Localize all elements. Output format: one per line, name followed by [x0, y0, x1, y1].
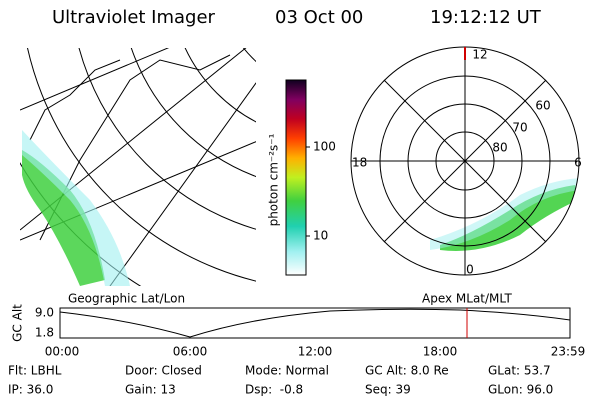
polar-plot: 12 18 6 0 60 70 80	[350, 46, 582, 277]
title: Ultraviolet Imager	[52, 7, 216, 28]
mlt-label: 12	[472, 48, 487, 62]
mlat-label: 60	[535, 99, 550, 113]
date: 03 Oct 00	[275, 7, 363, 28]
time-tick: 18:00	[423, 345, 458, 359]
map-label: Geographic Lat/Lon	[68, 292, 185, 306]
map	[20, 48, 256, 286]
info: Gain: 13	[125, 383, 176, 397]
time: 19:12:12 UT	[430, 7, 542, 28]
mlt-label: 18	[352, 156, 367, 170]
time-tick: 00:00	[45, 345, 80, 359]
mlt-label: 6	[574, 156, 582, 170]
time-tick: 06:00	[173, 345, 208, 359]
colorbar	[285, 79, 307, 276]
colorbar-tick: 10	[313, 229, 328, 243]
colorbar-tick: 100	[313, 140, 336, 154]
info: GLon: 96.0	[488, 383, 553, 397]
altitude-strip: GC Alt 9.0 1.8 00:00 06:00 12:00 18:00 2…	[11, 304, 586, 359]
time-tick: 12:00	[298, 345, 333, 359]
info: GC Alt: 8.0 Re	[365, 364, 449, 378]
mlt-label: 0	[466, 263, 474, 277]
footer: Flt: LBHL Door: Closed Mode: Normal GC A…	[8, 364, 553, 397]
mlat-label: 70	[512, 121, 527, 135]
info: Door: Closed	[125, 364, 202, 378]
mlat-label: 80	[492, 141, 507, 155]
info: IP: 36.0	[8, 383, 53, 397]
alt-tick: 9.0	[35, 306, 54, 320]
info: GLat: 53.7	[488, 364, 551, 378]
alt-axis-label: GC Alt	[11, 304, 25, 342]
info: Dsp: -0.8	[245, 383, 303, 397]
alt-tick: 1.8	[35, 326, 54, 340]
info: Mode: Normal	[245, 364, 329, 378]
info: Seq: 39	[365, 383, 411, 397]
polar-label: Apex MLat/MLT	[422, 292, 512, 306]
time-tick: 23:59	[551, 345, 586, 359]
info: Flt: LBHL	[8, 364, 62, 378]
colorbar-unit: photon cm⁻²s⁻¹	[267, 133, 281, 226]
